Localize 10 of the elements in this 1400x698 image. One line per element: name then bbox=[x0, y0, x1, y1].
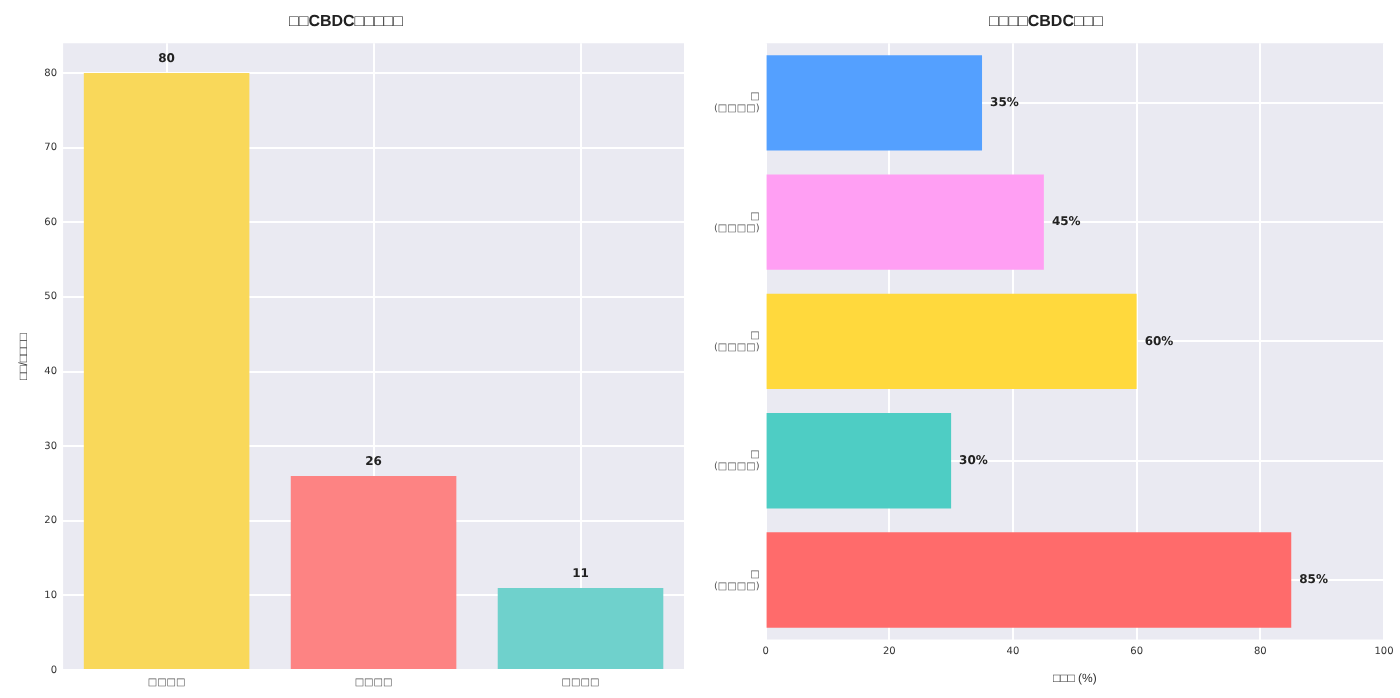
bar bbox=[766, 532, 1292, 628]
bar bbox=[497, 587, 664, 669]
bar bbox=[290, 475, 457, 669]
bar bbox=[766, 174, 1044, 270]
bar bbox=[766, 412, 952, 509]
chart-title: □□CBDC□□□□□ bbox=[289, 12, 404, 31]
bar bbox=[766, 293, 1137, 390]
bar bbox=[83, 73, 250, 669]
chart-title: □□□□CBDC□□□ bbox=[989, 12, 1104, 31]
bar bbox=[766, 55, 983, 151]
